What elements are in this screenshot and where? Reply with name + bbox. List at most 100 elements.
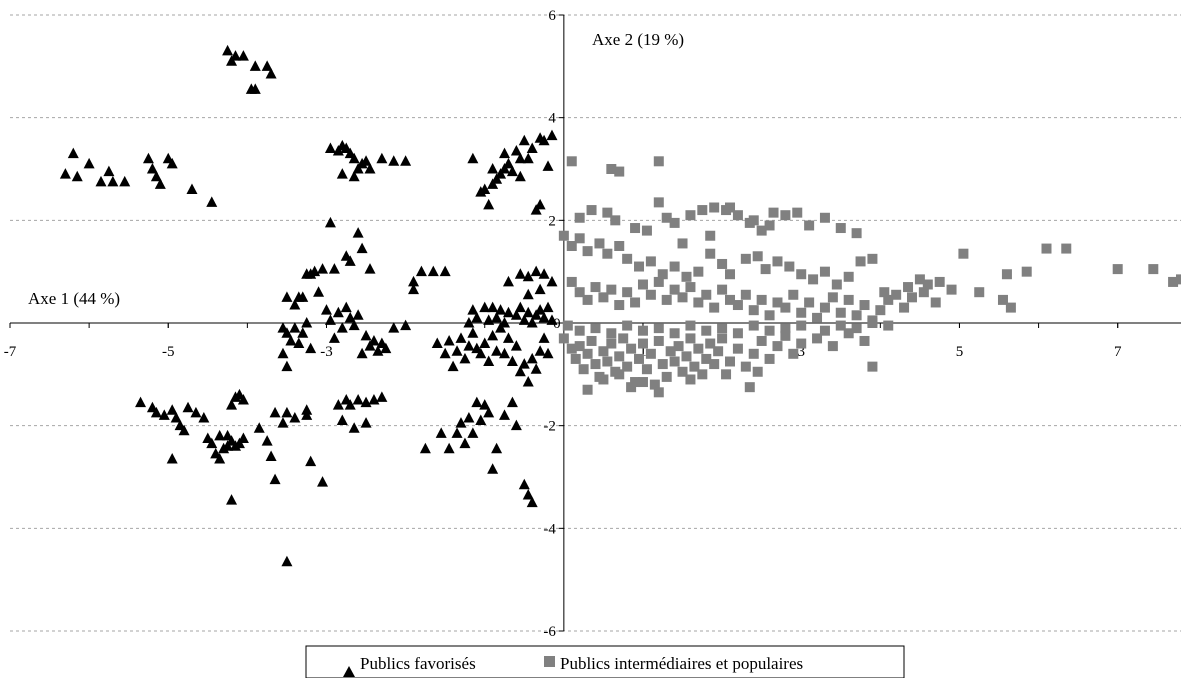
point-favorises xyxy=(479,337,491,349)
point-favorises xyxy=(360,329,372,341)
point-favorises xyxy=(455,332,467,343)
point-favorises xyxy=(542,301,554,313)
point-intermediaires xyxy=(634,261,645,272)
point-favorises xyxy=(198,411,210,423)
point-favorises xyxy=(427,265,439,277)
point-intermediaires xyxy=(744,382,755,393)
x-tick-label: 7 xyxy=(1114,344,1122,360)
point-intermediaires xyxy=(681,351,692,362)
point-favorises xyxy=(289,411,301,423)
point-intermediaires xyxy=(796,307,807,318)
point-intermediaires xyxy=(701,353,712,364)
point-intermediaires xyxy=(598,292,609,303)
point-intermediaires xyxy=(725,294,736,305)
point-favorises xyxy=(249,60,261,71)
point-favorises xyxy=(510,340,522,351)
point-favorises xyxy=(324,142,336,153)
point-intermediaires xyxy=(709,359,720,370)
point-favorises xyxy=(277,347,289,359)
point-favorises xyxy=(83,157,95,169)
point-intermediaires xyxy=(914,274,925,285)
x-tick-label: 5 xyxy=(956,344,964,360)
point-intermediaires xyxy=(760,264,771,275)
point-intermediaires xyxy=(934,276,945,287)
point-intermediaires xyxy=(606,284,617,295)
point-intermediaires xyxy=(590,323,601,334)
point-intermediaires xyxy=(906,292,917,303)
point-intermediaires xyxy=(713,346,724,357)
point-intermediaires xyxy=(835,320,846,331)
x-tick-label: -5 xyxy=(162,344,175,360)
point-intermediaires xyxy=(997,294,1008,305)
point-favorises xyxy=(166,453,178,464)
point-favorises xyxy=(495,304,507,315)
y-tick-label: -2 xyxy=(543,419,556,435)
point-favorises xyxy=(514,301,526,313)
point-favorises xyxy=(502,275,514,287)
point-favorises xyxy=(526,496,538,508)
point-favorises xyxy=(59,168,71,179)
point-intermediaires xyxy=(752,366,763,377)
point-intermediaires xyxy=(851,310,862,321)
point-favorises xyxy=(150,406,162,418)
point-favorises xyxy=(542,347,554,359)
point-favorises xyxy=(119,175,131,187)
point-favorises xyxy=(502,332,514,343)
point-intermediaires xyxy=(764,325,775,336)
point-intermediaires xyxy=(697,369,708,380)
point-favorises xyxy=(514,268,526,279)
point-favorises xyxy=(471,311,483,323)
point-favorises xyxy=(514,170,526,182)
point-intermediaires xyxy=(701,289,712,300)
point-intermediaires xyxy=(808,274,819,285)
point-favorises xyxy=(305,455,317,467)
point-intermediaires xyxy=(879,287,890,298)
point-favorises xyxy=(352,394,364,405)
point-favorises xyxy=(475,414,487,426)
point-intermediaires xyxy=(709,202,720,213)
point-favorises xyxy=(467,304,479,315)
point-intermediaires xyxy=(630,377,641,388)
point-favorises xyxy=(522,376,534,387)
point-intermediaires xyxy=(598,374,609,385)
legend-label-intermediaires: Publics intermédiaires et populaires xyxy=(560,654,803,673)
point-favorises xyxy=(166,404,178,415)
point-intermediaires xyxy=(574,233,585,244)
point-intermediaires xyxy=(681,271,692,282)
point-favorises xyxy=(222,440,234,451)
point-intermediaires xyxy=(566,276,577,287)
point-favorises xyxy=(360,417,372,428)
point-favorises xyxy=(463,317,475,328)
point-intermediaires xyxy=(756,225,767,236)
point-favorises xyxy=(506,396,518,408)
point-favorises xyxy=(451,345,463,356)
point-intermediaires xyxy=(685,282,696,293)
point-favorises xyxy=(67,147,79,159)
point-favorises xyxy=(281,360,293,372)
point-favorises xyxy=(499,347,511,359)
point-favorises xyxy=(467,327,479,338)
point-favorises xyxy=(522,488,534,500)
point-favorises xyxy=(546,314,558,325)
point-favorises xyxy=(348,319,360,331)
point-favorises xyxy=(479,399,491,410)
x-tick-label: 3 xyxy=(797,344,805,360)
point-favorises xyxy=(214,453,226,464)
point-intermediaires xyxy=(685,374,696,385)
point-intermediaires xyxy=(867,318,878,328)
point-favorises xyxy=(281,327,293,338)
point-favorises xyxy=(344,399,356,410)
point-favorises xyxy=(368,334,380,346)
point-favorises xyxy=(502,306,514,318)
point-favorises xyxy=(253,422,265,433)
point-intermediaires xyxy=(641,225,652,236)
data-points xyxy=(59,44,1181,567)
point-favorises xyxy=(364,263,376,274)
point-intermediaires xyxy=(590,282,601,293)
point-intermediaires xyxy=(705,338,716,349)
point-favorises xyxy=(293,337,305,349)
point-favorises xyxy=(538,332,550,343)
point-favorises xyxy=(380,342,392,354)
point-intermediaires xyxy=(614,351,625,362)
point-intermediaires xyxy=(622,287,633,298)
